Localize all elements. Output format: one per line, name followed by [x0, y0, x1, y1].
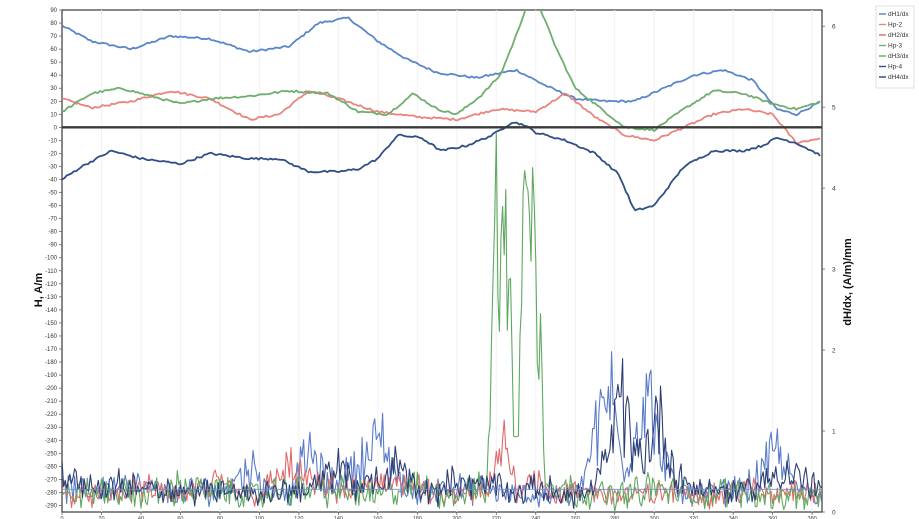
x-tick-label: 160	[373, 516, 382, 519]
y-tick-label: -240	[45, 438, 58, 444]
x-tick-label: 380	[808, 516, 817, 519]
y-tick-label: -180	[45, 360, 58, 366]
y-right-tick-label: 4	[832, 186, 836, 193]
y-tick-label: 0	[54, 125, 58, 131]
y-tick-label: -120	[45, 282, 58, 288]
series-line-hp3	[62, 10, 821, 132]
y-tick-label: -90	[48, 243, 57, 249]
legend: dH1/dx Hp-2 dH2/dx Hp-3 dH3/dx Hp-4 dH4/dx	[875, 5, 915, 89]
y-tick-label: -220	[45, 412, 58, 418]
x-tick-label: 0	[60, 516, 63, 519]
x-tick-label: 60	[177, 516, 183, 519]
y-tick-label: 30	[50, 86, 57, 92]
x-tick-label: 40	[138, 516, 144, 519]
x-tick-label: 80	[217, 516, 223, 519]
x-tick-label: 100	[255, 516, 264, 519]
y-right-tick-label: 1	[832, 429, 836, 436]
series-line-hp1	[62, 16, 821, 117]
y-tick-label: -60	[48, 204, 57, 210]
y-tick-label: -210	[45, 399, 58, 405]
y-tick-label: 40	[50, 73, 57, 79]
y-tick-label: -250	[45, 451, 58, 457]
y-tick-label: -20	[48, 151, 57, 157]
x-tick-label: 200	[452, 516, 461, 519]
y-tick-label: 80	[50, 21, 57, 27]
y-tick-label: -160	[45, 334, 58, 340]
y-right-tick-label: 2	[832, 348, 836, 355]
y-right-tick-label: 6	[832, 24, 836, 31]
legend-label: dH1/dx	[888, 11, 909, 18]
y-axis-title: H, A/m	[33, 273, 45, 308]
x-tick-label: 140	[334, 516, 343, 519]
legend-label: dH2/dx	[888, 32, 909, 39]
y-tick-label: -80	[48, 230, 57, 236]
x-tick-label: 20	[98, 516, 104, 519]
legend-box	[875, 5, 915, 89]
y-axis-ticks: 90 80 70 60 50 40 30 20 10 0 -10 -20 -30 -40 -50 -60 -70…	[45, 8, 62, 509]
y-tick-label: -230	[45, 425, 58, 431]
legend-label: dH4/dx	[888, 74, 909, 81]
y-tick-label: -140	[45, 308, 58, 314]
y-right-tick-label: 5	[832, 105, 836, 112]
y-tick-label: -150	[45, 321, 58, 327]
y-tick-label: -130	[45, 295, 58, 301]
x-tick-label: 220	[492, 516, 501, 519]
y-tick-label: 60	[50, 47, 57, 53]
y-axis-right-title: dH/dx, (A/m)/mm	[842, 238, 854, 326]
x-tick-label: 320	[689, 516, 698, 519]
x-tick-label: 280	[610, 516, 619, 519]
plot-frame	[61, 9, 823, 513]
series-line-hp4	[62, 121, 821, 212]
legend-label: Hp-3	[888, 43, 902, 50]
y-tick-label: -200	[45, 386, 58, 392]
y-tick-label: -280	[45, 490, 58, 496]
legend-label: Hp-4	[888, 64, 902, 71]
x-tick-label: 340	[729, 516, 738, 519]
y-tick-label: -70	[48, 217, 57, 223]
x-axis-ticks: 0 20 40 60 80 100 120 140 160 180 200 220 240 260 280 3…	[60, 512, 817, 519]
y-tick-label: -10	[48, 138, 57, 144]
legend-label: dH3/dx	[888, 53, 909, 60]
x-tick-label: 180	[413, 516, 422, 519]
x-tick-label: 300	[650, 516, 659, 519]
y-tick-label: 70	[50, 34, 57, 40]
y-axis-right-ticks: 6 5 4 3 2 1 0	[822, 24, 836, 517]
x-tick-label: 120	[294, 516, 303, 519]
y-tick-label: -30	[48, 164, 57, 170]
legend-label: Hp-2	[888, 22, 902, 29]
series-line-hp2	[62, 90, 821, 145]
y-tick-label: -290	[45, 503, 58, 509]
y-tick-label: -190	[45, 373, 58, 379]
y-tick-label: 10	[50, 112, 57, 118]
y-tick-label: -40	[48, 178, 57, 184]
x-tick-label: 240	[531, 516, 540, 519]
y-tick-label: 20	[50, 99, 57, 105]
y-tick-label: -50	[48, 191, 57, 197]
y-tick-label: 90	[50, 8, 57, 14]
series-group	[62, 10, 822, 512]
x-tick-label: 260	[571, 516, 580, 519]
y-tick-label: -110	[45, 269, 57, 275]
y-tick-label: 50	[50, 60, 57, 66]
y-right-tick-label: 0	[832, 510, 836, 517]
y-right-tick-label: 3	[832, 267, 836, 274]
x-tick-label: 360	[768, 516, 777, 519]
y-tick-label: -260	[45, 464, 58, 470]
series-line-dh4	[62, 358, 822, 510]
y-tick-label: -170	[45, 347, 58, 353]
y-tick-label: -270	[45, 477, 58, 483]
y-tick-label: -100	[45, 256, 58, 262]
